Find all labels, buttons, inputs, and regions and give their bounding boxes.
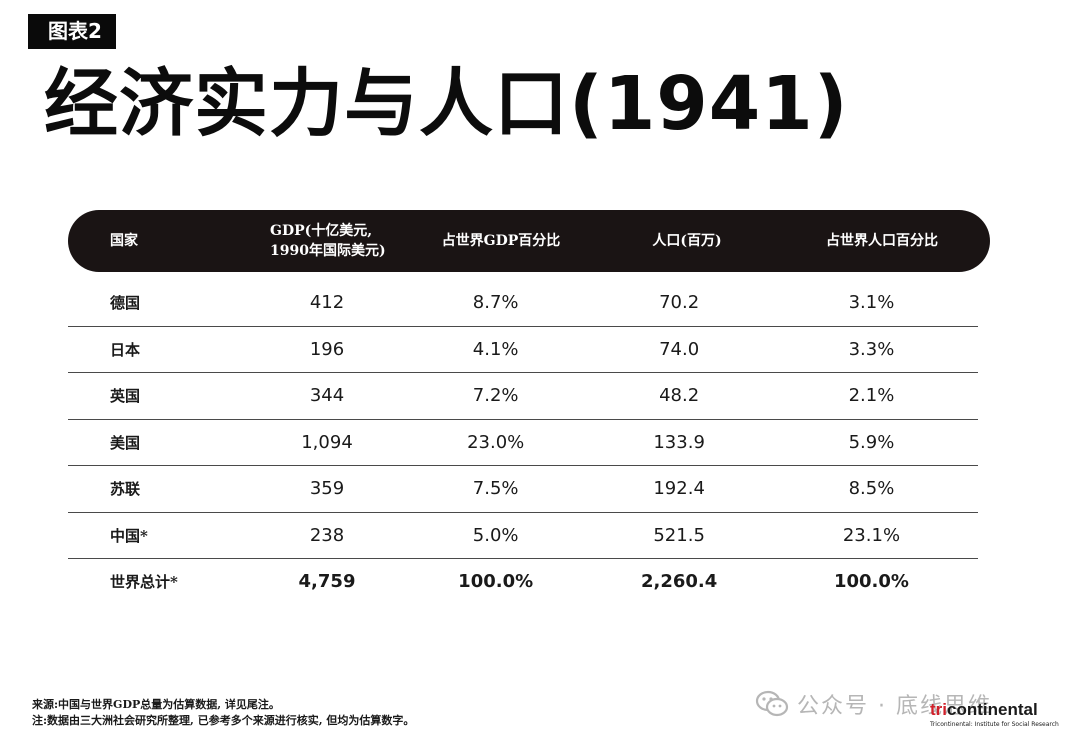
cell-gdp: 412: [309, 292, 345, 314]
cell-population: 70.2: [659, 292, 700, 314]
table-row: 苏联 359 7.5% 192.4 8.5%: [68, 466, 978, 513]
cell-gdp: 1,094: [301, 431, 353, 453]
logo-subtitle: Tricontinental: Institute for Social Res…: [930, 721, 1059, 728]
cell-population-share: 23.1%: [842, 524, 901, 546]
cell-gdp: 238: [309, 524, 345, 546]
table-total-row: 世界总计* 4,759 100.0% 2,260.4 100.0%: [68, 559, 978, 605]
data-table: 国家 GDP(十亿美元, 1990年国际美元) 占世界GDP百分比 人口(百万)…: [68, 210, 990, 605]
data-note: 注:数据由三大洲社会研究所整理, 已参考多个来源进行核实, 但均为估算数字。: [32, 714, 415, 727]
cell-country: 美国: [110, 433, 141, 452]
cell-gdp: 359: [309, 478, 345, 500]
cell-country: 德国: [110, 294, 141, 313]
cell-gdp-share: 23.0%: [467, 431, 525, 453]
cell-population: 48.2: [659, 385, 700, 407]
cell-population: 521.5: [653, 524, 705, 546]
header-population-share: 占世界人口百分比: [826, 233, 938, 249]
cell-gdp: 344: [309, 385, 345, 407]
cell-population: 74.0: [659, 338, 700, 360]
cell-gdp: 196: [309, 338, 345, 360]
cell-population-share: 3.3%: [848, 338, 895, 360]
page-title: 经济实力与人口(1941): [44, 61, 849, 147]
table-body: 德国 412 8.7% 70.2 3.1% 日本 196 4.1% 74.0 3…: [68, 280, 978, 605]
table-header: 国家 GDP(十亿美元, 1990年国际美元) 占世界GDP百分比 人口(百万)…: [68, 210, 990, 272]
cell-population-share: 100.0%: [833, 571, 909, 593]
cell-population: 2,260.4: [640, 571, 718, 593]
table-row: 英国 344 7.2% 48.2 2.1%: [68, 373, 978, 420]
table-row: 美国 1,094 23.0% 133.9 5.9%: [68, 420, 978, 466]
cell-population-share: 8.5%: [848, 478, 895, 500]
header-country: 国家: [110, 233, 138, 249]
cell-country: 日本: [110, 340, 141, 359]
cell-population-share: 5.9%: [848, 431, 895, 453]
watermark: 公众号 · 底线思维: [755, 688, 992, 720]
cell-country: 世界总计*: [110, 573, 178, 592]
footnotes: 来源:中国与世界GDP总量为估算数据, 详见尾注。 注:数据由三大洲社会研究所整…: [32, 697, 414, 729]
header-gdp-share: 占世界GDP百分比: [441, 233, 561, 249]
cell-gdp-share: 4.1%: [472, 338, 519, 360]
cell-gdp: 4,759: [298, 571, 356, 593]
cell-gdp-share: 5.0%: [472, 524, 519, 546]
cell-gdp-share: 8.7%: [472, 292, 519, 314]
cell-population: 192.4: [653, 478, 705, 500]
cell-gdp-share: 7.2%: [472, 385, 519, 407]
tricontinental-logo: tricontinental Tricontinental: Institute…: [930, 700, 1059, 729]
cell-country: 英国: [110, 387, 141, 406]
cell-country: 苏联: [110, 480, 141, 499]
header-gdp: GDP(十亿美元, 1990年国际美元): [270, 223, 386, 259]
header-population: 人口(百万): [652, 233, 722, 249]
cell-gdp-share: 100.0%: [458, 571, 534, 593]
table-row: 中国* 238 5.0% 521.5 23.1%: [68, 513, 978, 559]
source-note: 来源:中国与世界GDP总量为估算数据, 详见尾注。: [32, 698, 280, 711]
cell-country: 中国*: [110, 526, 148, 545]
table-row: 德国 412 8.7% 70.2 3.1%: [68, 280, 978, 327]
cell-population-share: 2.1%: [848, 385, 895, 407]
logo-wordmark: tricontinental: [930, 700, 1038, 719]
cell-gdp-share: 7.5%: [472, 478, 519, 500]
figure-tag: 图表2: [28, 14, 116, 49]
watermark-text: 公众号 · 底线思维: [797, 694, 992, 719]
wechat-icon: [755, 690, 789, 717]
cell-population-share: 3.1%: [848, 292, 895, 314]
table-row: 日本 196 4.1% 74.0 3.3%: [68, 327, 978, 373]
cell-population: 133.9: [653, 431, 705, 453]
